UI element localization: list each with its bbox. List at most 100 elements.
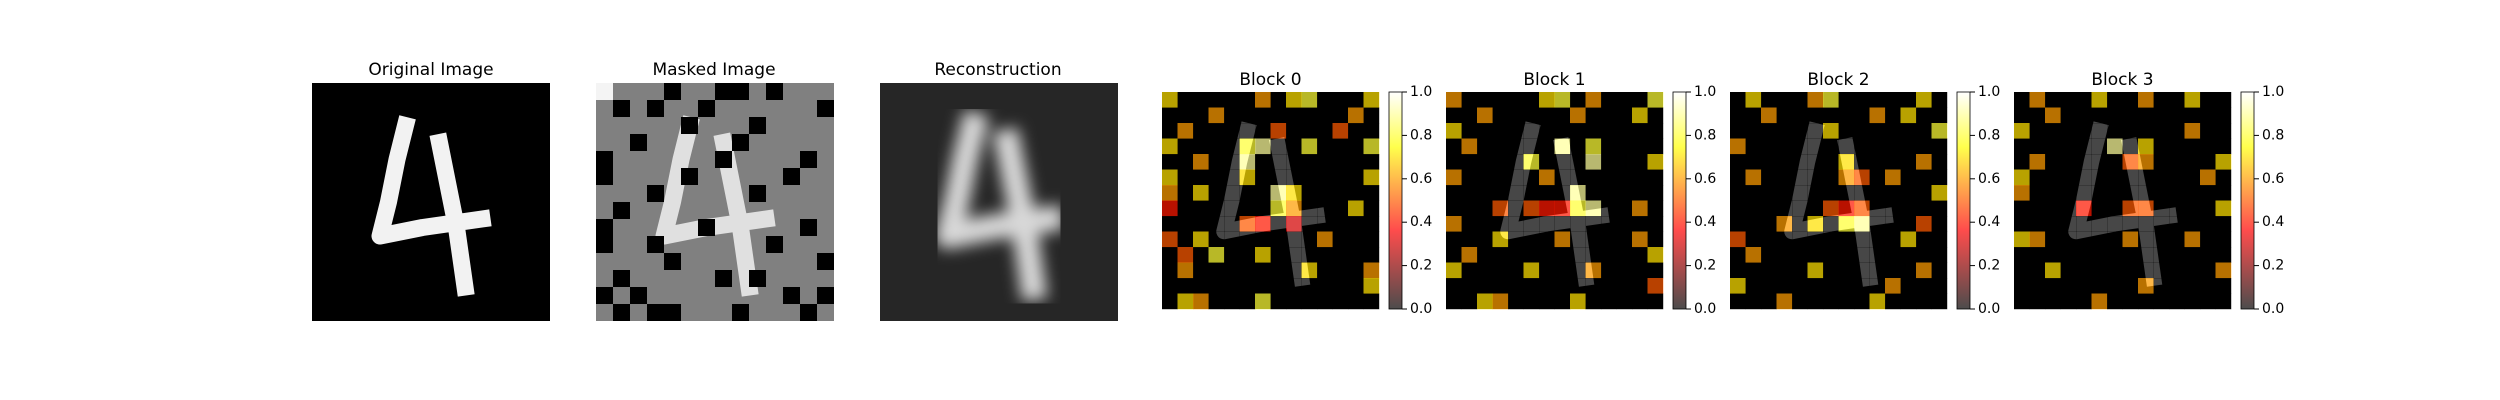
heatmap-cell: [1761, 138, 1777, 155]
heatmap-cell: [1632, 138, 1648, 155]
heatmap-cell: [1931, 107, 1948, 124]
heatmap-cell: [1539, 216, 1555, 232]
heatmap-cell: [1823, 169, 1839, 186]
heatmap-cell: [1601, 169, 1617, 186]
chart-title: Block 1: [1523, 70, 1585, 90]
heatmap-cell: [2153, 123, 2170, 139]
heatmap-cell: [1461, 92, 1478, 108]
heatmap-cell: [1523, 154, 1540, 170]
heatmap-cell: [1554, 278, 1571, 294]
heatmap-cell: [2091, 138, 2108, 155]
heatmap-cell: [1885, 247, 1901, 263]
heatmap-cell: [1931, 247, 1948, 263]
heatmap-cell: [1224, 92, 1240, 108]
heatmap-cell: [1162, 154, 1178, 170]
heatmap-cell: [1446, 293, 1462, 310]
heatmap-cell: [1745, 293, 1762, 310]
heatmap-cell: [1616, 278, 1633, 294]
heatmap-cell: [1539, 185, 1555, 201]
heatmap-cell: [1177, 216, 1194, 232]
heatmap-cell: [2076, 216, 2092, 232]
heatmap-cell: [2184, 247, 2201, 263]
heatmap-cell: [2060, 293, 2077, 310]
heatmap-cell: [1838, 138, 1855, 155]
heatmap-cell: [2138, 200, 2154, 217]
heatmap-cell: [1869, 185, 1886, 201]
heatmap-cell: [2169, 200, 2185, 217]
heatmap-cell: [1193, 278, 1209, 294]
heatmap-cell: [1616, 107, 1633, 124]
heatmap-cell: [1761, 123, 1777, 139]
heatmap-cell: [1193, 185, 1209, 201]
heatmap-cell: [1730, 262, 1746, 279]
heatmap-cell: [1270, 154, 1287, 170]
heatmap-cell: [1585, 154, 1602, 170]
heatmap: [1730, 92, 1948, 310]
heatmap-cell: [1776, 262, 1793, 279]
heatmap-cell: [2091, 278, 2108, 294]
heatmap-cell: [1585, 216, 1602, 232]
heatmap-cell: [1885, 107, 1901, 124]
heatmap-cell: [1730, 138, 1746, 155]
heatmap-cell: [1193, 107, 1209, 124]
heatmap-cell: [1838, 278, 1855, 294]
heatmap-cell: [1461, 200, 1478, 217]
heatmap-cell: [1446, 278, 1462, 294]
heatmap-cell: [2122, 123, 2139, 139]
heatmap-cell: [1854, 200, 1870, 217]
heatmap-cell: [1776, 216, 1793, 232]
heatmap-cell: [1193, 293, 1209, 310]
heatmap-cell: [1838, 247, 1855, 263]
heatmap-cell: [1317, 154, 1333, 170]
heatmap-cell: [2060, 200, 2077, 217]
heatmap-cell: [1807, 216, 1824, 232]
heatmap-cell: [1823, 247, 1839, 263]
heatmap-cell: [2014, 262, 2030, 279]
heatmap-cell: [1461, 154, 1478, 170]
heatmap-cell: [1885, 231, 1901, 248]
colorbar-tick-label: 1.0: [2262, 84, 2284, 100]
heatmap-cell: [2076, 200, 2092, 217]
heatmap-cell: [1255, 293, 1271, 310]
heatmap-cell: [1255, 262, 1271, 279]
heatmap-cell: [1745, 231, 1762, 248]
heatmap-cell: [2215, 185, 2232, 201]
heatmap-cell: [2153, 107, 2170, 124]
heatmap-cell: [2060, 169, 2077, 186]
heatmap-cell: [1348, 138, 1364, 155]
heatmap-cell: [2091, 200, 2108, 217]
heatmap-cell: [1363, 262, 1380, 279]
heatmap-cell: [1601, 138, 1617, 155]
heatmap-cell: [2060, 92, 2077, 108]
heatmap-cell: [2138, 138, 2154, 155]
heatmap-cell: [1601, 92, 1617, 108]
heatmap-cell: [2122, 92, 2139, 108]
heatmap-cell: [1570, 92, 1586, 108]
heatmap-cell: [2200, 278, 2216, 294]
heatmap-cell: [2091, 231, 2108, 248]
heatmap-cell: [1239, 154, 1256, 170]
heatmap-cell: [2014, 247, 2030, 263]
heatmap-cell: [1730, 278, 1746, 294]
heatmap-cell: [1446, 154, 1462, 170]
heatmap-cell: [1745, 138, 1762, 155]
heatmap-cell: [2060, 138, 2077, 155]
heatmap-cell: [1570, 123, 1586, 139]
heatmap-cell: [1446, 138, 1462, 155]
heatmap-cell: [1477, 107, 1493, 124]
heatmap-cell: [1585, 107, 1602, 124]
heatmap-cell: [1838, 123, 1855, 139]
heatmap-cell: [1477, 278, 1493, 294]
heatmap-cell: [1162, 200, 1178, 217]
heatmap-cell: [2091, 107, 2108, 124]
heatmap-cell: [2215, 138, 2232, 155]
heatmap: [1446, 92, 1664, 310]
heatmap-cell: [1554, 247, 1571, 263]
colorbar-tick-label: 0.6: [2262, 171, 2284, 187]
heatmap-cell: [1601, 154, 1617, 170]
colorbar-tick-label: 0.0: [1410, 301, 1432, 317]
heatmap-cell: [1647, 185, 1664, 201]
colorbar-tick-label: 0.6: [1694, 171, 1716, 187]
heatmap-cell: [1900, 169, 1917, 186]
heatmap-cell: [2029, 262, 2046, 279]
